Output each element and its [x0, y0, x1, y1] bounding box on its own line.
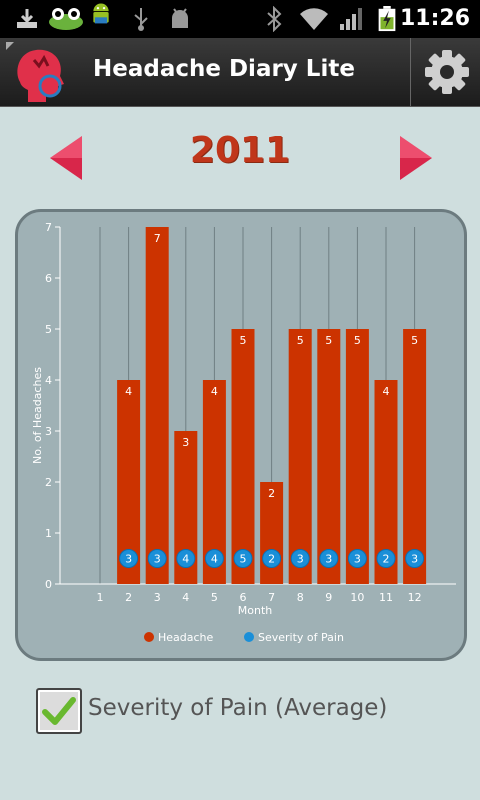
wifi-icon — [300, 8, 328, 30]
severity-point-label: 5 — [240, 553, 247, 566]
severity-point — [119, 549, 139, 568]
x-tick-label: 7 — [268, 591, 275, 604]
severity-point — [405, 549, 425, 568]
year-navigation: 2011 — [0, 126, 480, 186]
y-tick-label: 2 — [45, 476, 52, 489]
checkmark-icon — [42, 697, 76, 725]
debug-icon — [172, 8, 188, 28]
bar-value-label: 5 — [325, 334, 332, 347]
severity-label: Severity of Pain (Average) — [88, 695, 388, 721]
bar-value-label: 7 — [154, 232, 161, 245]
bar — [374, 380, 398, 584]
severity-point — [204, 549, 224, 568]
severity-point-label: 2 — [268, 553, 275, 566]
x-tick-label: 6 — [240, 591, 247, 604]
battery-charging-icon — [378, 6, 396, 32]
severity-point — [147, 549, 167, 568]
left-arrow-icon[interactable] — [46, 134, 86, 182]
severity-point-label: 3 — [154, 553, 161, 566]
y-tick-label: 5 — [45, 323, 52, 336]
x-tick-label: 2 — [125, 591, 132, 604]
frog-icon — [49, 8, 83, 30]
x-tick-label: 8 — [297, 591, 304, 604]
y-tick-label: 7 — [45, 221, 52, 234]
x-tick-label: 12 — [408, 591, 422, 604]
bar — [345, 329, 369, 584]
bar — [117, 380, 141, 584]
clock: 11:26 — [399, 6, 470, 31]
x-tick-label: 11 — [379, 591, 393, 604]
bar-value-label: 4 — [211, 385, 218, 398]
title-divider — [410, 38, 411, 106]
bluetooth-icon — [267, 6, 282, 32]
legend-label: Severity of Pain — [258, 631, 344, 644]
severity-point-label: 4 — [182, 553, 189, 566]
x-tick-label: 3 — [154, 591, 161, 604]
bar-value-label: 2 — [268, 487, 275, 500]
y-tick-label: 1 — [45, 527, 52, 540]
signal-icon — [340, 8, 362, 30]
y-tick-label: 4 — [45, 374, 52, 387]
severity-point-label: 4 — [211, 553, 218, 566]
right-arrow-icon[interactable] — [396, 134, 436, 182]
bar-value-label: 5 — [354, 334, 361, 347]
severity-point — [176, 549, 196, 568]
x-tick-label: 5 — [211, 591, 218, 604]
legend-marker — [244, 632, 254, 642]
settings-button[interactable] — [411, 38, 480, 106]
x-tick-label: 4 — [182, 591, 189, 604]
severity-point — [347, 549, 367, 568]
app-title-bar: Headache Diary Lite — [0, 38, 480, 107]
x-tick-label: 10 — [350, 591, 364, 604]
severity-toggle[interactable]: Severity of Pain (Average) — [36, 688, 456, 734]
bar — [145, 227, 169, 584]
severity-point-label: 3 — [354, 553, 361, 566]
android-icon — [93, 3, 109, 24]
y-tick-label: 0 — [45, 578, 52, 591]
y-tick-label: 6 — [45, 272, 52, 285]
head-icon — [6, 42, 64, 102]
bar-value-label: 4 — [125, 385, 132, 398]
usb-icon — [134, 8, 148, 31]
legend-label: Headache — [158, 631, 214, 644]
bar — [174, 431, 198, 584]
severity-checkbox[interactable] — [36, 688, 82, 734]
x-axis-label: Month — [238, 604, 273, 617]
severity-point-label: 3 — [125, 553, 132, 566]
severity-point — [290, 549, 310, 568]
x-tick-label: 9 — [325, 591, 332, 604]
app-title: Headache Diary Lite — [93, 56, 355, 82]
gear-icon — [425, 50, 469, 94]
severity-point-label: 3 — [411, 553, 418, 566]
severity-point — [262, 549, 282, 568]
x-tick-label: 1 — [97, 591, 104, 604]
severity-point — [376, 549, 396, 568]
y-tick-label: 3 — [45, 425, 52, 438]
severity-point-label: 3 — [325, 553, 332, 566]
severity-point — [319, 549, 339, 568]
bar — [231, 329, 255, 584]
status-bar: 11:26 — [0, 0, 480, 38]
bar-value-label: 5 — [411, 334, 418, 347]
bar — [403, 329, 427, 584]
y-axis-label: No. of Headaches — [31, 367, 44, 464]
severity-point-label: 3 — [297, 553, 304, 566]
download-icon — [17, 9, 37, 28]
bar-value-label: 5 — [240, 334, 247, 347]
bar — [288, 329, 312, 584]
legend-marker — [144, 632, 154, 642]
severity-point — [233, 549, 253, 568]
severity-point-label: 2 — [383, 553, 390, 566]
bar-value-label: 4 — [383, 385, 390, 398]
bar-value-label: 5 — [297, 334, 304, 347]
bar-value-label: 3 — [182, 436, 189, 449]
year-label: 2011 — [189, 130, 291, 171]
bar — [202, 380, 226, 584]
bar — [317, 329, 341, 584]
